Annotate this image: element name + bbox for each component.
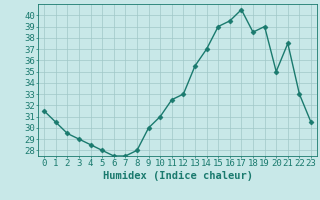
- X-axis label: Humidex (Indice chaleur): Humidex (Indice chaleur): [103, 171, 252, 181]
